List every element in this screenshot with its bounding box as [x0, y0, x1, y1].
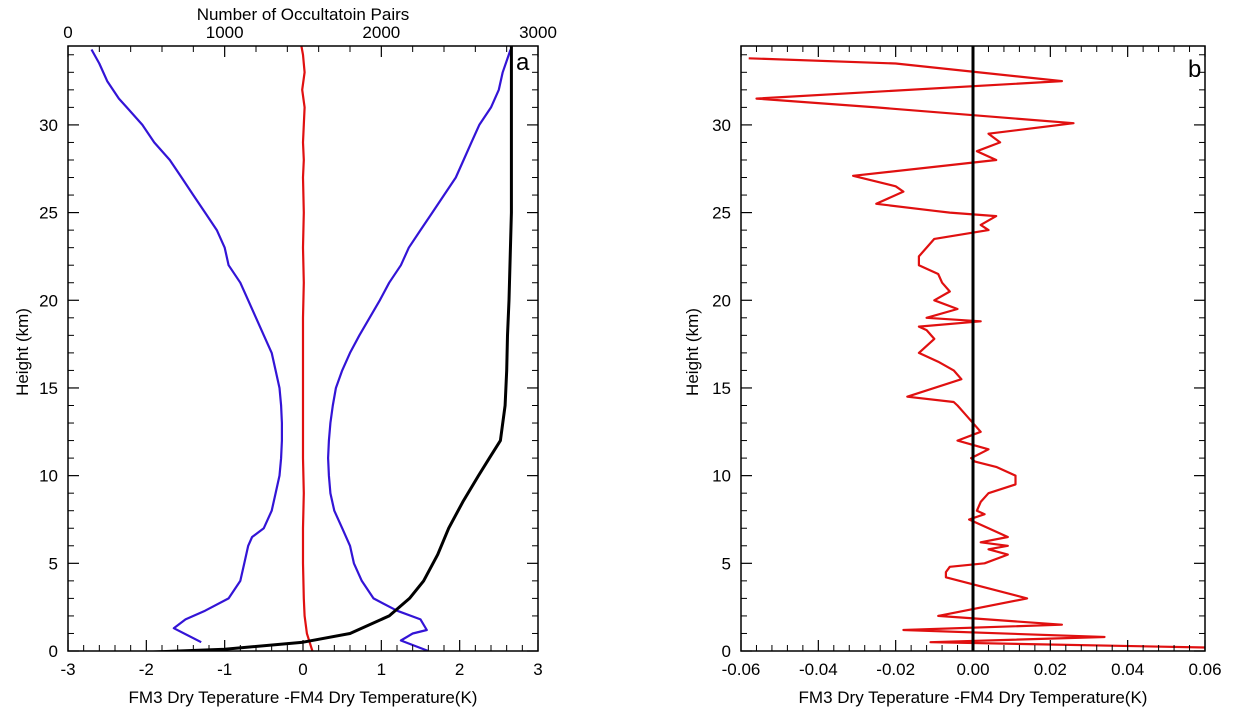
panel-a-ytick-label: 10 [39, 467, 58, 486]
panel-a-top-xlabel: Number of Occultatoin Pairs [197, 5, 410, 24]
panel-a-label: a [516, 49, 530, 76]
panel-b: FM3 Dry Teperature -FM4 Dry Temperature(… [683, 45, 1222, 707]
panel-a-ylabel: Height (km) [13, 308, 32, 396]
panel-a-ytick-label: 15 [39, 379, 58, 398]
panel-b-ytick-label: 0 [722, 642, 731, 661]
panel-a-ytick-label: 5 [49, 554, 58, 573]
panel-a-series-2 [327, 49, 512, 651]
panel-b-xtick-label: 0.00 [956, 660, 989, 679]
panel-a-top-xtick-label: 3000 [519, 23, 557, 42]
panel-b-ytick-label: 10 [712, 467, 731, 486]
panel-a-top-xtick-label: 0 [63, 23, 72, 42]
panel-b-xtick-label: -0.06 [722, 660, 761, 679]
panel-b-ytick-label: 20 [712, 291, 731, 310]
panel-a-series-0 [300, 46, 314, 651]
panel-a-xlabel: FM3 Dry Teperature -FM4 Dry Temperature(… [129, 688, 478, 707]
panel-b-xtick-label: 0.02 [1034, 660, 1067, 679]
panel-b-xtick-label: -0.04 [799, 660, 838, 679]
panel-a-ytick-label: 25 [39, 204, 58, 223]
panel-b-xtick-label: -0.02 [876, 660, 915, 679]
panel-b-ytick-label: 5 [722, 554, 731, 573]
panel-b-ylabel: Height (km) [683, 308, 702, 396]
panel-a: Number of Occultatoin Pairs FM3 Dry Tepe… [13, 5, 557, 707]
panel-b-xlabel: FM3 Dry Teperature -FM4 Dry Temperature(… [799, 688, 1148, 707]
panel-b-series-0 [748, 57, 1205, 649]
panel-b-ytick-label: 25 [712, 204, 731, 223]
panel-a-xtick-label: -1 [217, 660, 232, 679]
panel-b-xtick-label: 0.04 [1111, 660, 1144, 679]
panel-a-series-1 [90, 48, 283, 644]
panel-a-xtick-label: 2 [455, 660, 464, 679]
panel-a-xtick-label: 1 [377, 660, 386, 679]
panel-a-ytick-label: 20 [39, 291, 58, 310]
panel-a-series-3 [139, 46, 513, 651]
panel-a-ytick-label: 0 [49, 642, 58, 661]
panel-a-xtick-label: -3 [60, 660, 75, 679]
panel-a-ytick-label: 30 [39, 116, 58, 135]
panel-a-top-xtick-label: 2000 [362, 23, 400, 42]
panel-b-xtick-label: 0.06 [1188, 660, 1221, 679]
panel-b-ytick-label: 15 [712, 379, 731, 398]
panel-a-xtick-label: 0 [298, 660, 307, 679]
panel-b-label: b [1188, 56, 1201, 83]
panel-a-top-xtick-label: 1000 [206, 23, 244, 42]
panel-b-ytick-label: 30 [712, 116, 731, 135]
panel-a-xtick-label: 3 [533, 660, 542, 679]
panel-a-xtick-label: -2 [139, 660, 154, 679]
